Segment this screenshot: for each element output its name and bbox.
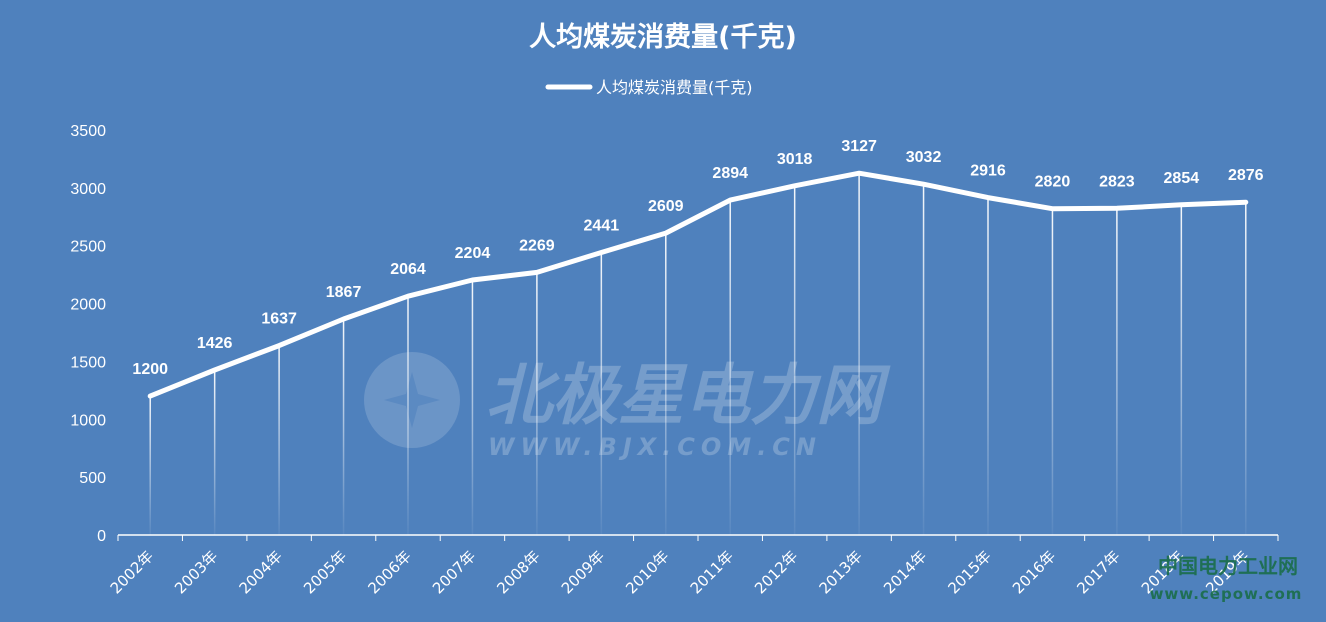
y-tick-label: 1000 (70, 412, 106, 429)
x-tick-label: 2007年 (429, 547, 479, 597)
data-label: 2609 (648, 198, 684, 215)
y-tick-label: 500 (79, 470, 106, 487)
data-label: 3018 (777, 151, 813, 168)
data-labels: 1200 1426 1637 1867 2064 2204 2269 2441 2609 2894… (132, 138, 1263, 378)
data-label: 1867 (326, 284, 362, 301)
drop-line (213, 369, 216, 535)
drop-line (1245, 202, 1247, 535)
drop-line (407, 296, 409, 535)
x-tick-label: 2002年 (107, 547, 157, 597)
y-tick-label: 2500 (70, 239, 106, 256)
drop-line (858, 173, 860, 535)
x-tick-label: 2016年 (1009, 547, 1059, 597)
x-tick-label: 2006年 (364, 547, 414, 597)
data-label: 3127 (841, 138, 877, 155)
drop-line (793, 185, 796, 535)
drop-line (342, 318, 345, 535)
data-label: 2854 (1164, 170, 1200, 187)
watermark-cepow-url: www.cepow.com (1150, 585, 1303, 603)
series-line (147, 170, 1249, 399)
drop-line (600, 252, 603, 535)
y-tick-label: 3500 (70, 123, 106, 140)
drop-line (1051, 208, 1054, 535)
x-tick-label: 2012年 (751, 547, 801, 597)
drop-line (665, 233, 667, 535)
drop-line (987, 197, 989, 535)
drop-line (922, 184, 925, 535)
drop-line (471, 279, 474, 535)
x-tick-label: 2013年 (816, 547, 866, 597)
star-icon (384, 372, 440, 428)
y-tick-label: 2000 (70, 297, 106, 314)
y-tick-label: 3000 (70, 181, 106, 198)
data-label: 1637 (261, 311, 297, 328)
x-tick-label: 2015年 (944, 547, 994, 597)
watermark-bjx: 北极星电力网 WWW.BJX.COM.CN (364, 352, 891, 461)
drop-line (1180, 204, 1183, 535)
drop-line (536, 272, 538, 535)
x-tick-label: 2014年 (880, 547, 930, 597)
x-tick-label: 2009年 (558, 547, 608, 597)
drop-line (729, 200, 731, 535)
drop-lines (149, 173, 1247, 536)
data-label: 2204 (455, 245, 491, 262)
chart-title: 人均煤炭消费量(千克) (529, 21, 797, 53)
y-axis: 0 500 1000 1500 2000 2500 3000 3500 (70, 123, 106, 545)
watermark-cepow: 中国电力工业网 www.cepow.com (1150, 554, 1303, 603)
x-tick-label: 2003年 (171, 547, 221, 597)
watermark-bjx-name: 北极星电力网 (486, 357, 891, 434)
data-label: 1200 (132, 361, 168, 378)
legend-label: 人均煤炭消费量(千克) (596, 78, 753, 97)
data-label: 2876 (1228, 167, 1264, 184)
data-label: 2269 (519, 237, 555, 254)
x-tick-label: 2008年 (493, 547, 543, 597)
drop-line (149, 396, 151, 535)
data-label: 2441 (584, 218, 620, 235)
x-tick-label: 2017年 (1073, 547, 1123, 597)
y-tick-label: 0 (97, 528, 106, 545)
legend: 人均煤炭消费量(千克) (545, 78, 753, 97)
data-label: 3032 (906, 149, 942, 166)
x-tick-label: 2011年 (687, 547, 737, 597)
x-axis: 2002年 2003年 2004年 2005年 2006年 2007年 2008年 2009年… (107, 535, 1279, 597)
watermark-cepow-name: 中国电力工业网 (1158, 554, 1298, 578)
watermark-bjx-url: WWW.BJX.COM.CN (488, 433, 822, 461)
data-label: 2894 (712, 165, 748, 182)
data-label: 2820 (1035, 174, 1071, 191)
x-tick-label: 2005年 (300, 547, 350, 597)
data-label: 1426 (197, 335, 233, 352)
x-tick-label: 2004年 (236, 547, 286, 597)
drop-line (1116, 208, 1118, 536)
drop-line (278, 345, 280, 535)
y-tick-label: 1500 (70, 354, 106, 371)
data-label: 2823 (1099, 173, 1135, 190)
x-tick-label: 2010年 (622, 547, 672, 597)
data-label: 2916 (970, 163, 1006, 180)
data-label: 2064 (390, 261, 426, 278)
